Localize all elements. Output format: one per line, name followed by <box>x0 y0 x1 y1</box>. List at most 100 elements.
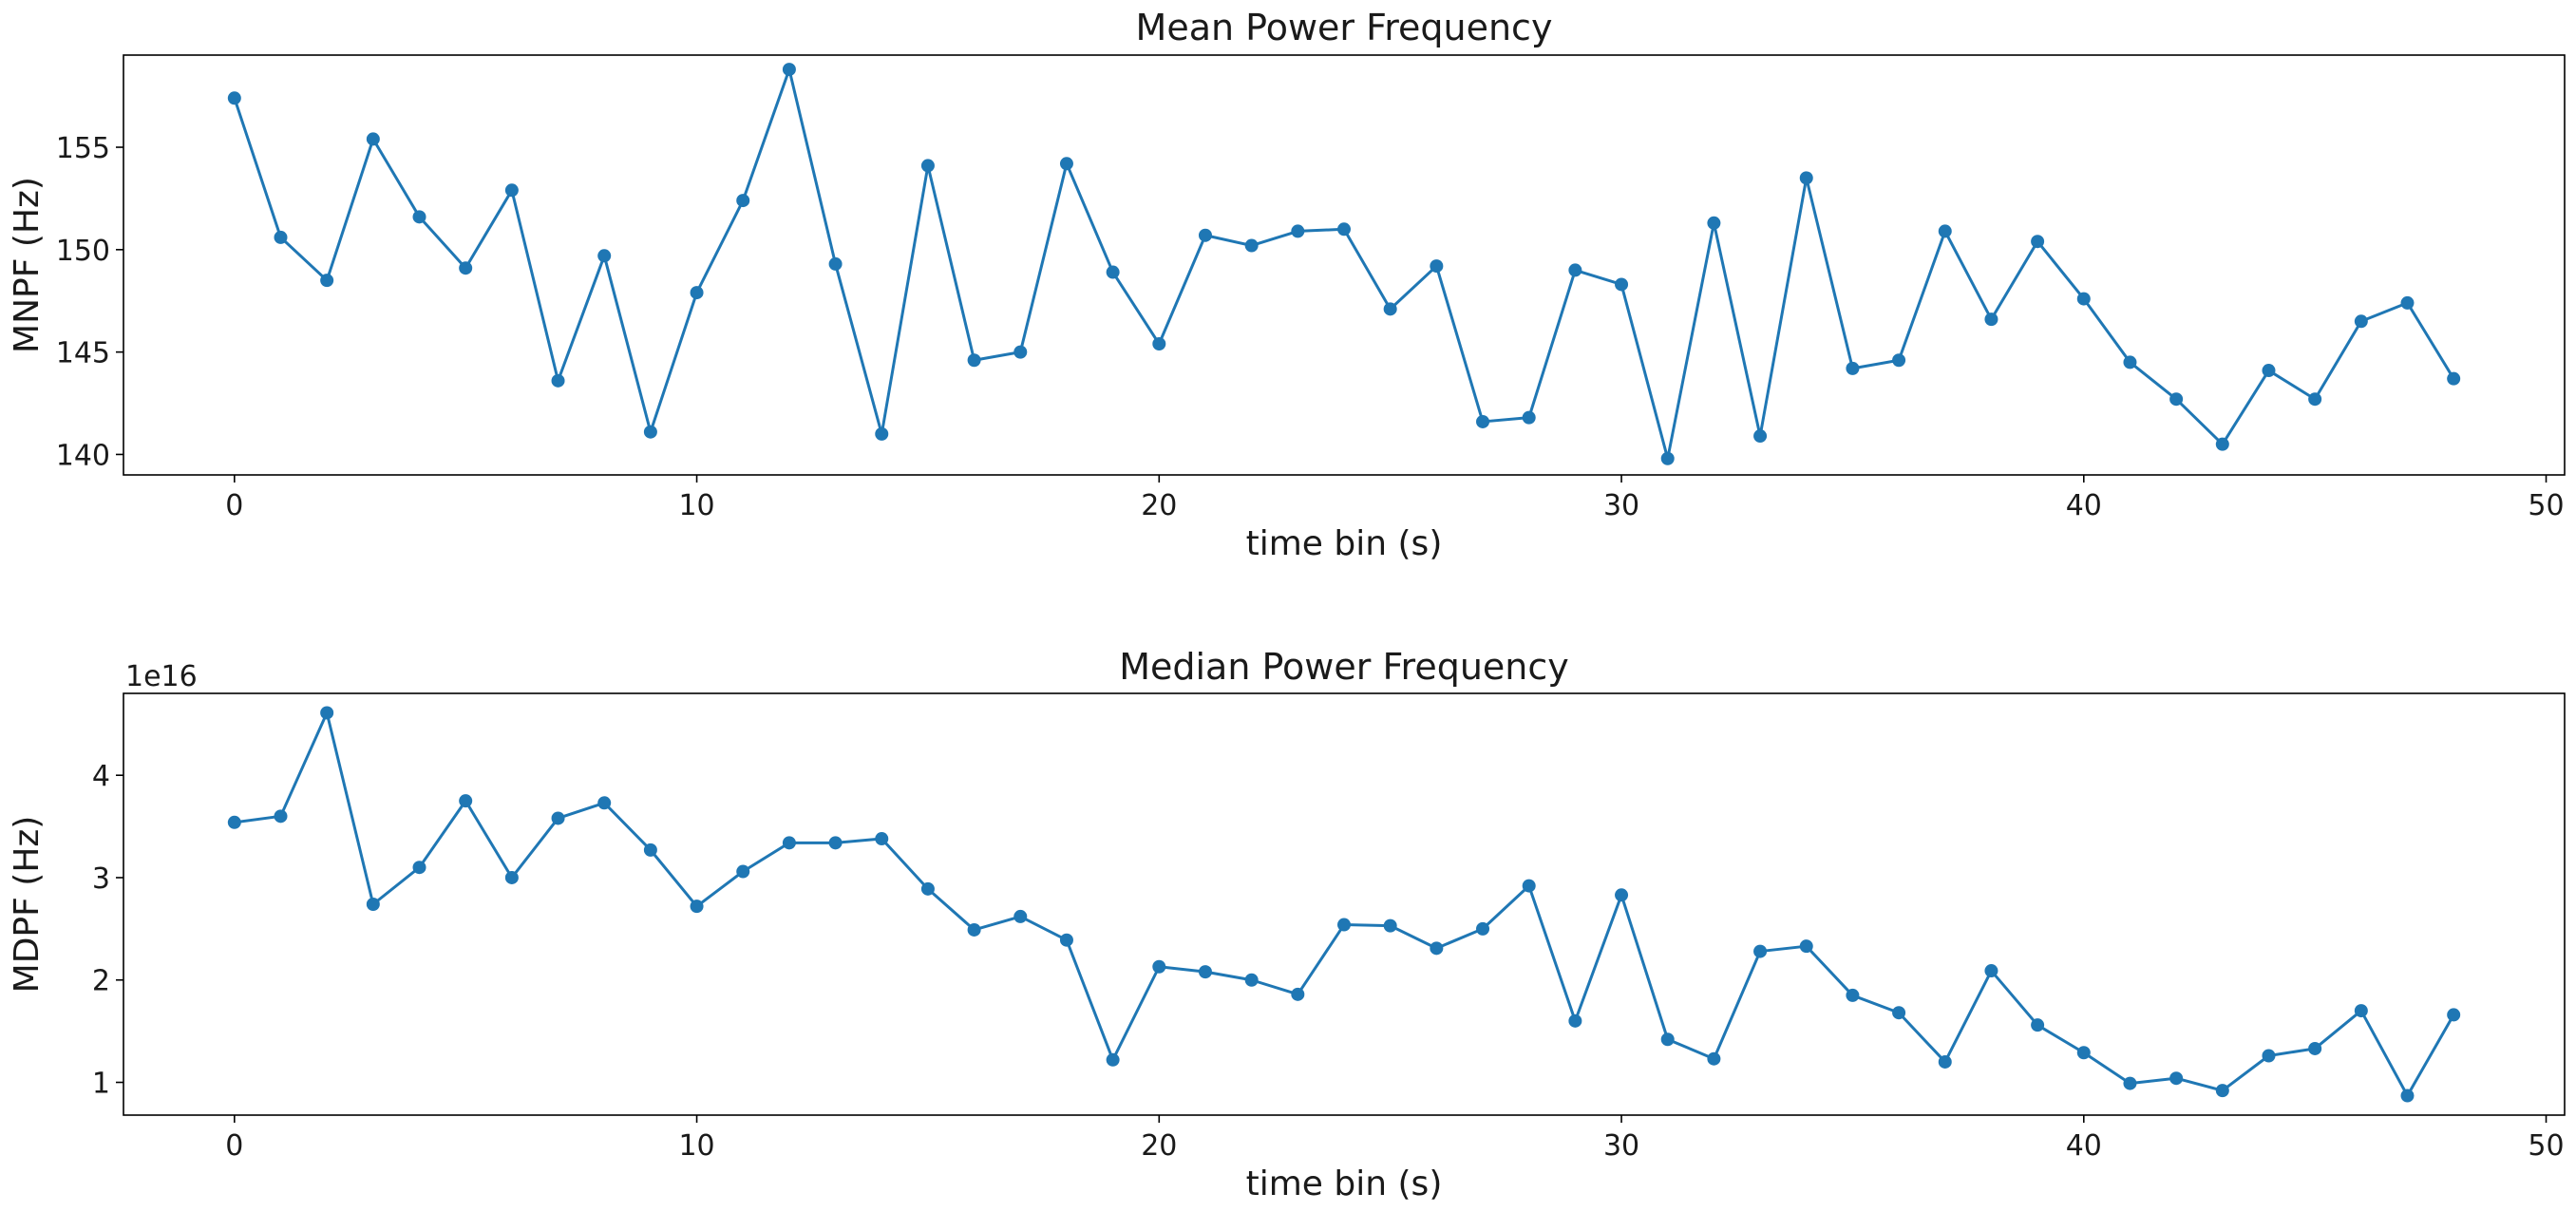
data-point <box>2215 437 2229 451</box>
data-point <box>1707 216 1721 230</box>
data-point <box>1568 1013 1582 1028</box>
data-point <box>459 794 473 808</box>
data-point <box>828 256 843 271</box>
data-point <box>1106 265 1120 279</box>
data-point <box>2262 1049 2276 1063</box>
data-point <box>736 194 750 208</box>
data-point <box>1106 1052 1120 1067</box>
data-point <box>412 210 426 224</box>
median-power-frequency-panel: Median Power Frequency 0 10 20 30 40 50 1234 … <box>8 646 2566 1203</box>
data-point <box>1430 941 1444 956</box>
x-tick-label: 40 <box>2066 1129 2102 1163</box>
data-point <box>1337 918 1351 932</box>
data-point <box>1291 224 1305 238</box>
y-tick-label: 150 <box>56 235 110 268</box>
chart-title: Median Power Frequency <box>1119 646 1569 688</box>
data-point <box>1337 222 1351 237</box>
y-axis-label: MNPF (Hz) <box>8 177 47 353</box>
data-point <box>1244 238 1259 253</box>
data-point <box>1383 302 1397 316</box>
mnpf-series <box>227 63 2461 465</box>
x-tick-label: 10 <box>678 489 714 522</box>
data-point <box>504 870 519 884</box>
data-point <box>1846 988 1860 1002</box>
data-point <box>1291 987 1305 1001</box>
y-tick-label: 145 <box>56 337 110 370</box>
chart-title: Mean Power Frequency <box>1136 7 1553 48</box>
y-tick-label: 1 <box>92 1068 110 1101</box>
data-point <box>504 183 519 198</box>
data-point <box>2308 1041 2322 1055</box>
x-tick-label: 30 <box>1603 489 1639 522</box>
data-point <box>2308 392 2322 407</box>
data-point <box>366 898 380 911</box>
data-point <box>1476 921 1490 936</box>
y-tick-label: 140 <box>56 439 110 472</box>
data-point <box>366 132 380 146</box>
x-tick-label: 30 <box>1603 1129 1639 1163</box>
data-point <box>1984 312 1998 327</box>
data-point <box>690 286 704 300</box>
data-point <box>1615 888 1629 902</box>
data-point <box>1984 964 1998 978</box>
data-point <box>1430 259 1444 274</box>
data-point <box>320 274 334 288</box>
data-point <box>1846 361 1860 375</box>
data-point <box>2447 1008 2461 1022</box>
y-tick-label: 155 <box>56 132 110 165</box>
data-point <box>1383 918 1397 933</box>
data-point <box>2169 1071 2184 1086</box>
data-point <box>1013 909 1028 923</box>
data-point <box>1013 345 1028 359</box>
y-tick-label: 2 <box>92 965 110 998</box>
data-point <box>597 796 612 810</box>
data-point <box>551 373 565 388</box>
data-point <box>412 861 426 875</box>
data-point <box>828 836 843 850</box>
data-point <box>2076 1046 2091 1060</box>
data-point <box>1152 959 1166 974</box>
x-tick-label: 20 <box>1141 489 1177 522</box>
data-point <box>2215 1084 2229 1098</box>
data-point <box>690 900 704 914</box>
data-point <box>967 922 981 937</box>
data-point <box>736 864 750 879</box>
data-point <box>1660 1032 1675 1047</box>
series-line <box>233 67 2455 461</box>
x-axis: 0 10 20 30 40 50 <box>225 1115 2565 1163</box>
y-tick-label: 4 <box>92 760 110 793</box>
data-point <box>274 230 288 244</box>
data-point <box>643 425 657 439</box>
data-point <box>2031 235 2045 249</box>
x-tick-label: 20 <box>1141 1129 1177 1163</box>
mean-power-frequency-panel: Mean Power Frequency 0 10 20 30 40 50 1401451… <box>8 7 2566 563</box>
plot-area <box>123 692 2566 1116</box>
data-point <box>1938 1054 1952 1069</box>
data-point <box>227 91 241 105</box>
data-point <box>2262 364 2276 378</box>
data-point <box>920 159 935 173</box>
data-point <box>2169 392 2184 407</box>
data-point <box>2354 314 2368 329</box>
x-tick-label: 50 <box>2528 489 2564 522</box>
data-point <box>1660 451 1675 465</box>
data-point <box>1522 879 1536 893</box>
data-point <box>967 353 981 368</box>
data-point <box>227 815 241 829</box>
data-point <box>1198 965 1212 979</box>
data-point <box>2031 1018 2045 1032</box>
data-point <box>1799 939 1813 954</box>
data-point <box>2400 295 2415 310</box>
y-offset-label: 1e16 <box>125 660 198 693</box>
data-point <box>1198 228 1212 242</box>
data-point <box>1059 157 1073 171</box>
data-point <box>1059 933 1073 947</box>
x-tick-label: 0 <box>225 1129 243 1163</box>
data-point <box>274 809 288 824</box>
data-point <box>1522 410 1536 425</box>
data-point <box>597 249 612 263</box>
x-axis-label: time bin (s) <box>1246 524 1443 563</box>
series-line <box>234 710 2455 1098</box>
mdpf-series <box>227 706 2461 1103</box>
